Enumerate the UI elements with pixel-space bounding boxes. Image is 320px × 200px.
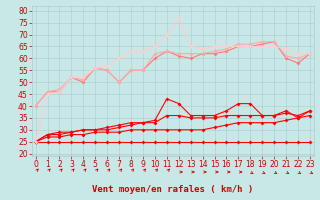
- Text: Vent moyen/en rafales ( km/h ): Vent moyen/en rafales ( km/h ): [92, 185, 253, 194]
